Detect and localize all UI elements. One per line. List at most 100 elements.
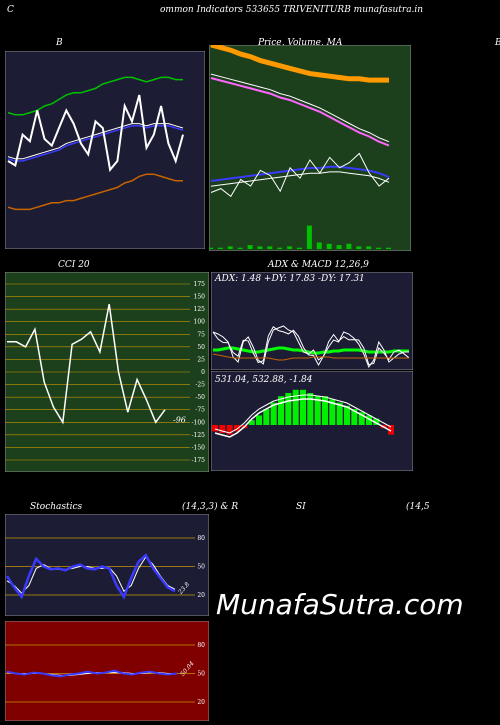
- stoch-tick-label: 80: [197, 535, 205, 542]
- macd-histogram-bar: [219, 425, 226, 433]
- macd-histogram-bar: [336, 402, 343, 425]
- cci-tick-label: 50: [197, 344, 205, 351]
- macd-histogram-bar: [292, 389, 299, 425]
- cci-tick-label: -175: [192, 457, 206, 464]
- ma-long-line: [210, 45, 389, 83]
- cci-tick-label: -100: [192, 419, 206, 426]
- price-line: [7, 94, 184, 173]
- adx-signal-line: [212, 353, 409, 361]
- ma-medium-line: [210, 77, 390, 147]
- cci-tick-label: -150: [192, 444, 206, 451]
- macd-histogram-bar: [248, 420, 255, 425]
- rsi-tick-label: 20: [197, 699, 205, 706]
- volume-bar: [346, 243, 352, 249]
- cci-tick-label: -50: [195, 394, 205, 401]
- volume-bar: [267, 246, 273, 249]
- macd-histogram-bar: [278, 396, 284, 425]
- cci-tick-label: -75: [195, 407, 205, 414]
- adx-macd-title: ADX & MACD 12,26,9: [268, 260, 369, 270]
- macd-histogram-bar: [212, 425, 218, 432]
- macd-histogram-bar: [285, 393, 292, 425]
- macd-histogram-bar: [256, 415, 262, 425]
- cci-tick-label: 175: [194, 281, 206, 288]
- middle-band-line-shadow: [7, 123, 184, 160]
- macd-line: [214, 398, 392, 438]
- macd-histogram-bar: [226, 425, 233, 435]
- macd-histogram-bar: [329, 399, 336, 425]
- macd-histogram-bar: [307, 393, 314, 425]
- volume-bar: [297, 247, 302, 249]
- volume-bar: [306, 225, 312, 249]
- ma-short-shadow: [210, 171, 390, 187]
- volume-bar: [356, 246, 362, 249]
- macd-histogram-bar: [270, 402, 277, 425]
- rsi-line: [6, 669, 178, 678]
- minus-di-line: [212, 326, 410, 367]
- macd-histogram-bar: [373, 418, 380, 425]
- stochastics-params: (14,3,3) & R: [182, 502, 239, 512]
- volume-bar: [376, 247, 382, 249]
- rsi-params: (14,5: [406, 502, 430, 512]
- macd-histogram-bar: [322, 396, 328, 425]
- price-volume-ma-chart: [209, 45, 411, 251]
- stoch-k-line: [5, 553, 176, 600]
- rsi-title: SI: [296, 502, 306, 512]
- ma-short-line: [210, 165, 390, 182]
- cci-tick-label: 75: [197, 331, 205, 338]
- macd-signal-line: [214, 394, 392, 434]
- lower-band-line: [7, 173, 183, 211]
- stoch-tick-label: 20: [197, 592, 205, 599]
- macd-histogram-bar: [263, 409, 270, 425]
- volume-bar: [217, 247, 223, 249]
- volume-bar: [326, 243, 332, 249]
- price-line: [210, 152, 390, 198]
- right-edge-letter: B: [495, 38, 500, 48]
- macd-histogram-bar: [388, 425, 394, 435]
- volume-bar: [287, 246, 293, 249]
- macd-histogram-bar: [344, 405, 350, 425]
- ma-medium-shadow: [210, 73, 390, 143]
- macd-label: 531.04, 532.88, -1.84: [215, 375, 313, 385]
- volume-bar: [227, 246, 233, 249]
- volume-bar: [386, 247, 391, 249]
- macd-histogram-bar: [351, 409, 358, 425]
- middle-band-line: [7, 125, 184, 162]
- volume-bar: [336, 245, 342, 249]
- volume-bar: [257, 246, 263, 249]
- cci-line: [7, 303, 166, 425]
- adx-chart: [211, 272, 413, 370]
- macd-histogram-bar: [314, 396, 321, 425]
- volume-bar: [209, 247, 213, 249]
- cci-last-label: -96: [173, 415, 186, 424]
- price-ma-title: Price, Volume, MA: [258, 38, 343, 48]
- cci-title: CCI 20: [58, 260, 90, 270]
- cci-tick-label: 100: [194, 319, 206, 326]
- watermark: MunafaSutra.com: [216, 588, 464, 621]
- volume-bar: [316, 242, 322, 249]
- rsi-tick-label: 50: [197, 671, 205, 678]
- volume-bar: [237, 247, 243, 249]
- header-title: ommon Indicators 533655 TRIVENITURB muna…: [160, 5, 424, 15]
- volume-bar: [277, 247, 283, 249]
- stoch-tick-label: 50: [197, 564, 205, 571]
- macd-histogram-bar: [366, 415, 372, 425]
- macd-chart: [211, 371, 413, 471]
- header-left: C: [7, 5, 14, 15]
- macd-histogram-bar: [300, 389, 306, 425]
- bollinger-title: B: [56, 38, 63, 48]
- adx-label: ADX: 1.48 +DY: 17.83 -DY: 17.31: [215, 274, 365, 284]
- cci-tick-label: 150: [194, 294, 206, 301]
- cci-tick-label: -25: [195, 382, 205, 389]
- bollinger-chart: [5, 51, 205, 249]
- plus-di-line: [212, 325, 409, 369]
- stochastics-title: Stochastics: [30, 502, 83, 512]
- volume-bar: [366, 246, 372, 249]
- macd-histogram-bar: [234, 425, 240, 432]
- cci-tick-label: 125: [194, 306, 206, 313]
- cci-tick-label: -125: [192, 432, 206, 439]
- macd-histogram-bar: [358, 412, 365, 425]
- cci-tick-label: 25: [197, 356, 205, 363]
- cci-tick-label: 0: [201, 369, 205, 376]
